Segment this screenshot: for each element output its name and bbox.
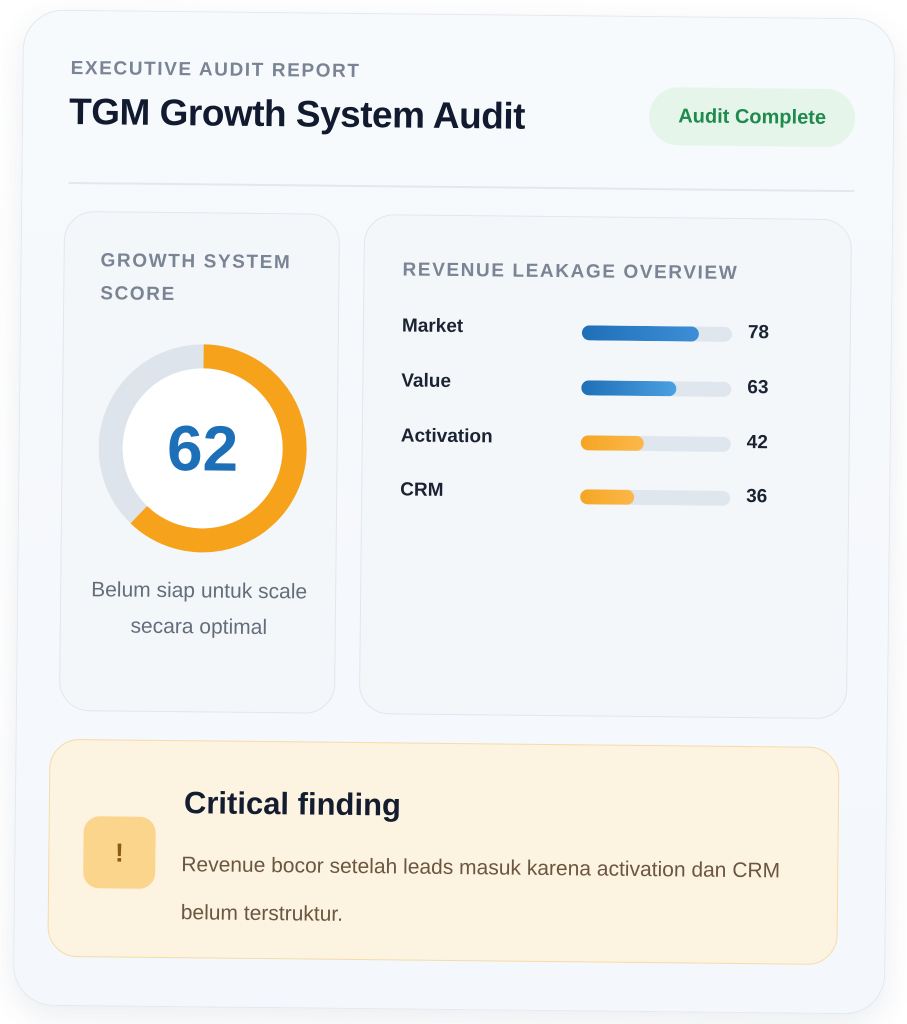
leakage-value: 63 xyxy=(747,377,769,399)
leakage-label: Value xyxy=(401,370,452,392)
score-panel-heading: GROWTH SYSTEM SCORE xyxy=(100,250,292,306)
leakage-bar-fill xyxy=(581,325,699,342)
leakage-bar-fill xyxy=(581,380,676,397)
leakage-bar-fill xyxy=(580,489,635,505)
leakage-value: 78 xyxy=(747,322,770,344)
leakage-value: 36 xyxy=(746,486,768,508)
donut-center xyxy=(122,368,283,529)
score-donut-chart xyxy=(98,344,307,553)
leakage-bar-track xyxy=(580,489,731,506)
leakage-row-value: Value 63 xyxy=(401,368,821,402)
leakage-bar-fill xyxy=(580,435,644,451)
status-badge: Audit Complete xyxy=(648,87,856,148)
score-caption: Belum siap untuk scale secara optimal xyxy=(91,578,308,640)
leakage-label: Market xyxy=(401,315,464,338)
finding-title: Critical finding xyxy=(183,785,402,823)
leakage-bar-track xyxy=(580,435,731,452)
revenue-leakage-panel: REVENUE LEAKAGE OVERVIEW Market 78 Value… xyxy=(358,214,853,720)
page-title: TGM Growth System Audit xyxy=(68,90,526,137)
leakage-value: 42 xyxy=(746,432,768,454)
warning-exclamation-icon: ! xyxy=(83,816,156,889)
leakage-row-activation: Activation 42 xyxy=(401,423,821,457)
leakage-label: CRM xyxy=(400,479,444,501)
growth-score-panel: GROWTH SYSTEM SCORE 62 Belum siap untuk … xyxy=(58,210,341,714)
report-eyebrow: EXECUTIVE AUDIT REPORT xyxy=(70,57,361,82)
leakage-panel-heading: REVENUE LEAKAGE OVERVIEW xyxy=(402,259,739,284)
critical-finding-callout: ! Critical finding Revenue bocor setelah… xyxy=(47,738,840,966)
donut-progress-arc xyxy=(98,344,307,553)
finding-text: Revenue bocor setelah leads masuk karena… xyxy=(180,853,781,926)
leakage-row-market: Market 78 xyxy=(402,313,822,347)
audit-report-card: EXECUTIVE AUDIT REPORT TGM Growth System… xyxy=(12,9,896,1015)
leakage-bar-track xyxy=(581,325,732,342)
leakage-bar-track xyxy=(581,380,732,397)
score-value: 62 xyxy=(166,411,239,485)
leakage-row-crm: CRM 36 xyxy=(400,477,820,511)
header-divider xyxy=(68,181,855,193)
leakage-label: Activation xyxy=(400,425,493,448)
